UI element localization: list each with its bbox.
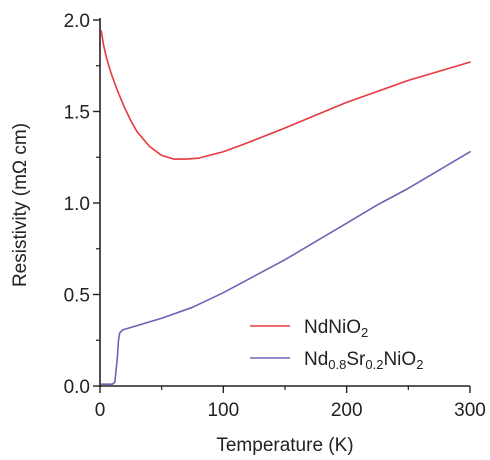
x-tick-label: 100 — [207, 400, 239, 421]
legend-label-1: Nd0.8Sr0.2NiO2 — [304, 349, 423, 372]
x-tick-label: 300 — [454, 400, 486, 421]
series-layer — [100, 30, 471, 385]
y-tick-label: 1.0 — [64, 194, 90, 215]
legend: NdNiO2 Nd0.8Sr0.2NiO2 — [250, 317, 423, 372]
axes: 0 100 200 300 0.0 0.5 1.0 1.5 2.0 — [64, 11, 486, 421]
legend-label-0: NdNiO2 — [304, 317, 368, 340]
x-axis-label: Temperature (K) — [216, 435, 353, 456]
y-tick-label: 0.5 — [64, 286, 90, 307]
x-tick-label: 200 — [331, 400, 363, 421]
series-line-0 — [100, 30, 471, 160]
y-axis-label: Resistivity (mΩ cm) — [10, 123, 31, 287]
y-tick-label: 0.0 — [64, 377, 90, 398]
x-tick-label: 0 — [95, 400, 106, 421]
y-tick-label: 2.0 — [64, 11, 90, 32]
series-line-1 — [100, 150, 471, 385]
y-tick-label: 1.5 — [64, 103, 90, 124]
